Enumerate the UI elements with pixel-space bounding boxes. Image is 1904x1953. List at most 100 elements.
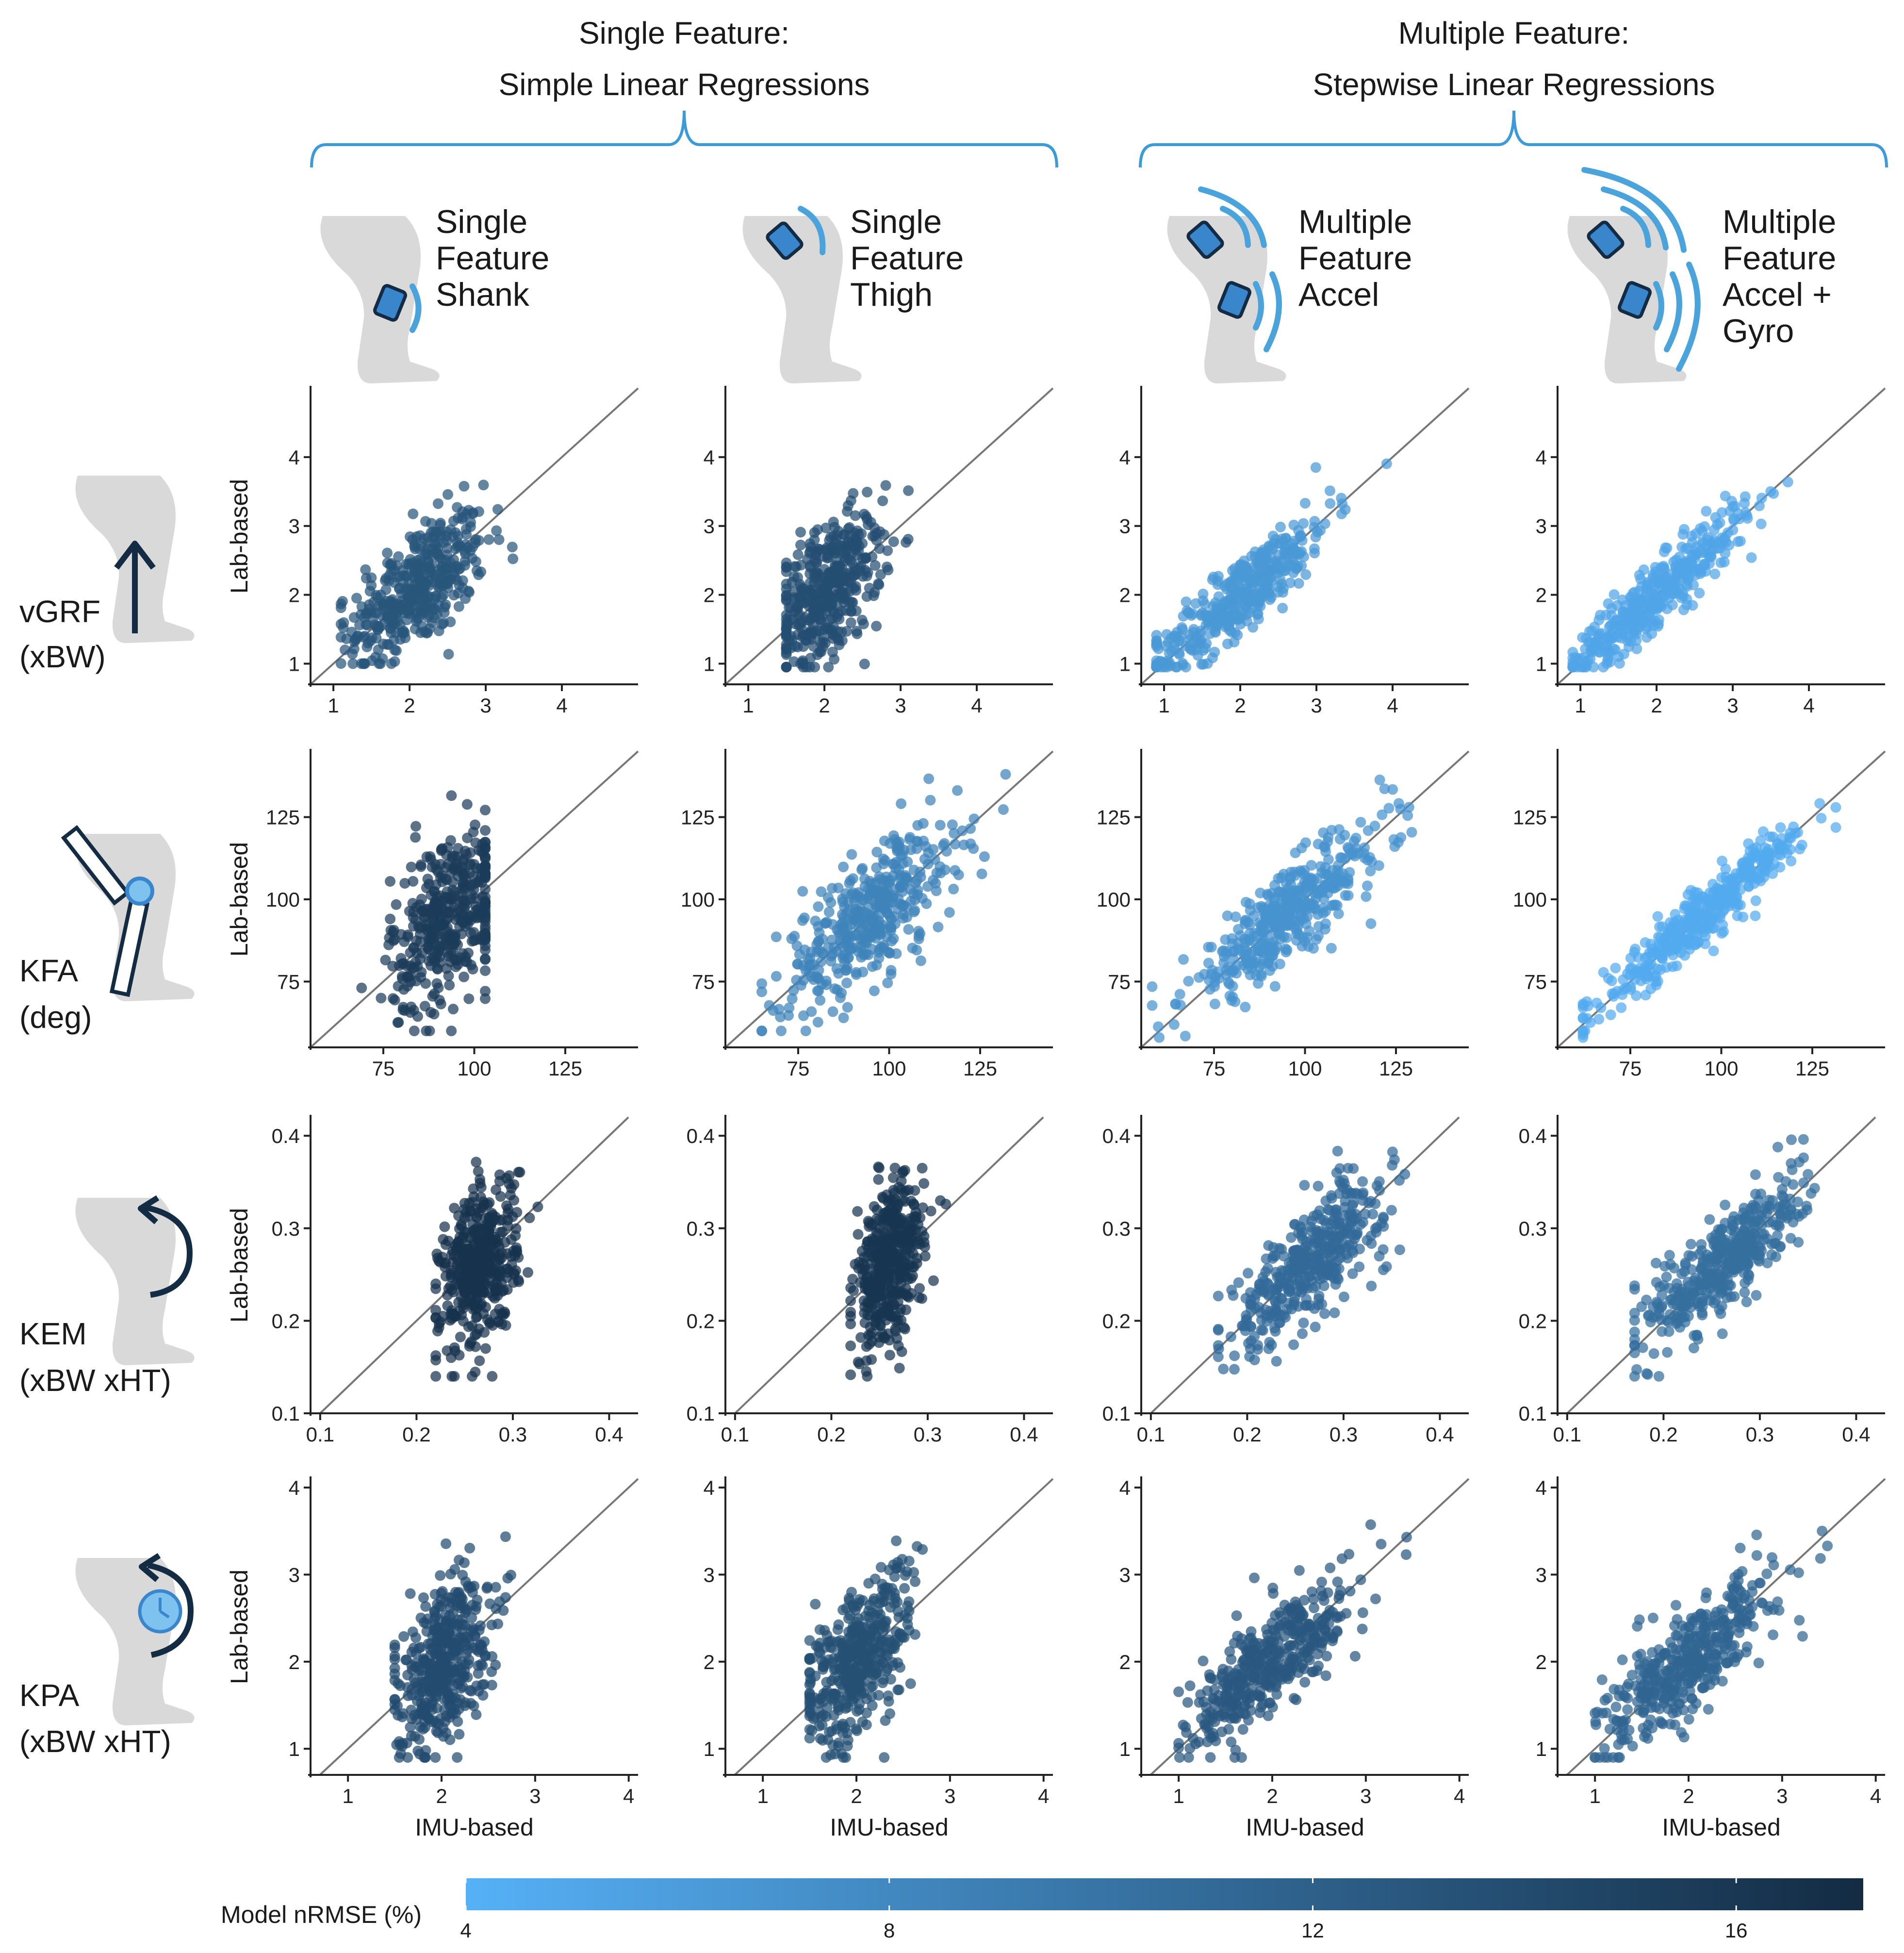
data-points <box>1151 458 1392 673</box>
data-point <box>1690 547 1701 558</box>
data-point <box>410 832 421 843</box>
data-point <box>1268 538 1279 549</box>
y-tick-label: 3 <box>1536 515 1547 538</box>
data-point <box>1277 603 1288 613</box>
column-label-line: Feature <box>1723 240 1836 277</box>
data-point <box>1268 1242 1279 1253</box>
data-point <box>1389 841 1400 852</box>
data-point <box>400 585 411 596</box>
data-point <box>833 882 844 894</box>
data-point <box>420 904 431 915</box>
data-point <box>1660 571 1672 582</box>
data-point <box>416 894 427 905</box>
data-point <box>1203 958 1214 969</box>
data-point <box>915 955 926 966</box>
data-point <box>781 566 792 577</box>
data-point <box>1333 1274 1344 1285</box>
data-point <box>371 590 382 601</box>
data-point <box>392 616 403 627</box>
data-point <box>894 842 905 853</box>
data-point <box>1343 1163 1354 1174</box>
data-point <box>408 1005 419 1016</box>
data-point <box>435 527 446 538</box>
x-tick-label: 75 <box>787 1057 810 1080</box>
data-point <box>788 985 799 996</box>
y-tick-label: 75 <box>1108 970 1131 993</box>
data-point <box>925 1206 936 1217</box>
data-point <box>1682 889 1693 900</box>
data-point <box>480 872 491 883</box>
data-point <box>1269 981 1280 992</box>
data-point <box>1261 1253 1272 1264</box>
data-point <box>470 1366 481 1377</box>
data-point <box>480 884 491 895</box>
data-point <box>1304 900 1315 911</box>
data-point <box>1682 581 1693 592</box>
data-point <box>795 527 806 538</box>
data-point <box>826 603 837 614</box>
data-point <box>1180 1030 1191 1042</box>
data-point <box>442 913 453 925</box>
x-tick-label: 1 <box>1575 694 1586 717</box>
data-point <box>798 1010 809 1021</box>
data-point <box>998 804 1009 815</box>
data-point <box>1210 971 1221 982</box>
data-point <box>909 1185 920 1196</box>
data-point <box>1305 1300 1316 1311</box>
data-point <box>446 866 457 877</box>
data-point <box>1332 1145 1343 1157</box>
column-label-line: Feature <box>1298 240 1412 277</box>
data-point <box>1727 525 1739 535</box>
data-point <box>1279 546 1290 558</box>
data-point <box>883 564 894 576</box>
row-label: vGRF <box>19 594 100 629</box>
data-point <box>1241 593 1252 604</box>
data-point <box>1343 878 1354 889</box>
data-point <box>788 571 800 582</box>
data-point <box>903 924 914 935</box>
x-tick-label: 1 <box>742 694 754 717</box>
data-point <box>817 603 828 613</box>
data-point <box>851 969 862 980</box>
data-point <box>1244 898 1255 910</box>
data-point <box>1347 1268 1358 1279</box>
data-points <box>1567 477 1793 673</box>
data-point <box>1330 1263 1342 1274</box>
leg-goniometer-icon <box>61 825 195 1001</box>
y-tick-label: 0.1 <box>687 1402 715 1425</box>
data-point <box>1284 873 1296 884</box>
data-point <box>1170 999 1181 1010</box>
data-point <box>1241 945 1252 956</box>
row-label: KEM <box>19 1316 87 1351</box>
data-point <box>1577 632 1588 643</box>
data-point <box>380 955 391 966</box>
data-point <box>937 840 949 851</box>
data-point <box>784 610 795 621</box>
data-point <box>1252 609 1263 620</box>
data-point <box>1370 1223 1381 1234</box>
data-point <box>1274 886 1285 897</box>
data-point <box>850 569 861 580</box>
data-point <box>1361 891 1372 902</box>
x-tick-label: 125 <box>548 1057 582 1080</box>
column-label-line: Feature <box>436 240 549 277</box>
data-point <box>1720 863 1731 875</box>
data-point <box>443 648 454 660</box>
data-point <box>1701 910 1712 921</box>
data-point <box>1816 812 1827 824</box>
data-point <box>462 832 473 844</box>
data-point <box>813 921 824 932</box>
data-point <box>1299 1180 1310 1191</box>
data-points <box>845 1161 952 1382</box>
data-point <box>480 837 491 848</box>
data-point <box>829 983 840 994</box>
data-point <box>1641 632 1652 643</box>
data-point <box>844 878 855 889</box>
data-point <box>900 1185 911 1196</box>
data-point <box>1365 865 1376 877</box>
data-point <box>460 1278 472 1290</box>
data-point <box>420 548 431 559</box>
data-point <box>1660 542 1671 553</box>
data-point <box>1325 498 1336 509</box>
